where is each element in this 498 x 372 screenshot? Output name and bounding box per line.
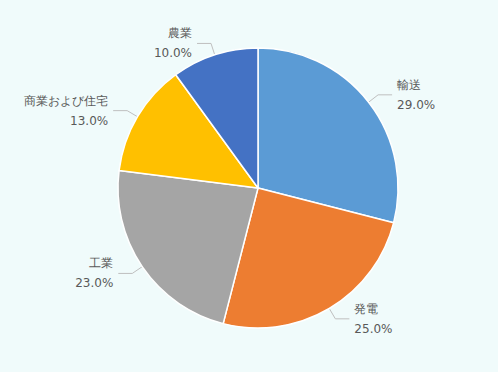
svg-text:29.0%: 29.0% xyxy=(397,98,435,112)
svg-text:10.0%: 10.0% xyxy=(154,46,192,60)
svg-text:商業および住宅: 商業および住宅 xyxy=(24,94,108,108)
svg-text:農業: 農業 xyxy=(168,26,192,40)
svg-text:25.0%: 25.0% xyxy=(354,322,392,336)
svg-text:発電: 発電 xyxy=(354,302,378,316)
svg-text:工業: 工業 xyxy=(89,256,113,270)
svg-text:13.0%: 13.0% xyxy=(70,114,108,128)
svg-text:輸送: 輸送 xyxy=(397,78,421,92)
svg-text:23.0%: 23.0% xyxy=(75,276,113,290)
